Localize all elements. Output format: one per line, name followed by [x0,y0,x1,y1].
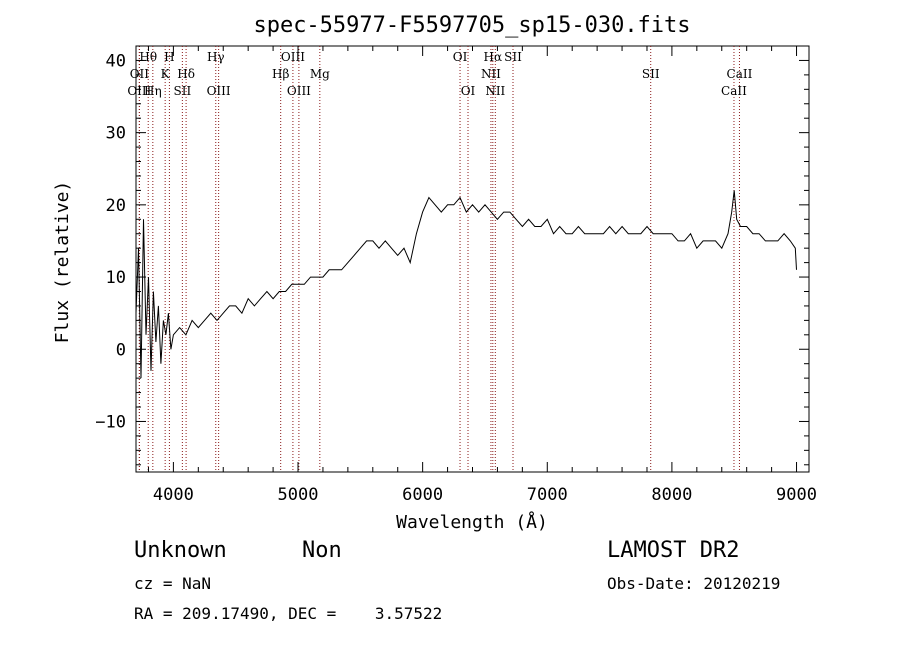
x-tick-label: 9000 [776,485,817,505]
spectral-line-markers [138,46,740,472]
spectral-line-label: H [164,50,174,64]
spectral-line-label: OIII [127,84,151,98]
spectral-line-label: Mg [310,67,330,81]
spectral-line-label: CaII [721,84,747,98]
x-tick-label: 8000 [651,485,692,505]
spectral-line-label: NII [481,67,501,81]
spectral-line-label: OI [453,50,468,64]
spectral-line-label: Hγ [207,50,225,64]
spectral-line-label: NII [485,84,505,98]
x-tick-label: 7000 [527,485,568,505]
spectral-line-label: OIII [287,84,311,98]
x-axis-label: Wavelength (Å) [396,511,548,533]
spectral-line-label: Hη [144,84,162,98]
spectral-line-label: OIII [281,50,305,64]
tick-labels: 4000 5000 6000 7000 8000 9000 −10 0 10 20 30 40 [95,51,817,505]
chart-title: spec-55977-F5597705_sp15-030.fits [253,13,690,38]
y-tick-label: −10 [95,412,126,432]
x-tick-label: 6000 [402,485,443,505]
x-tick-label: 4000 [153,485,194,505]
x-tick-label: 5000 [278,485,319,505]
obs-date-text: Obs-Date: 20120219 [607,574,781,593]
y-tick-label: 0 [116,340,126,360]
plot-frame [135,45,810,473]
spectral-line-label: Hβ [272,67,289,81]
y-tick-label: 40 [106,51,126,71]
axis-ticks [136,45,809,472]
y-axis-label: Flux (relative) [52,181,73,344]
spectral-line-label: CaII [727,67,753,81]
spectral-line-label: Hθ [139,50,157,64]
object-subclass: Non [302,538,342,563]
survey-name: LAMOST DR2 [607,538,740,563]
spectral-line-label: K [161,67,171,81]
spectral-line-label: OI [461,84,476,98]
spectral-line-label: Hα [484,50,503,64]
redshift-text: cz = NaN [134,574,212,593]
spectral-line-label: SII [504,50,522,64]
object-class: Unknown [134,538,227,563]
spectral-line-label: OII [130,67,150,81]
spectral-line-label: SII [174,84,192,98]
y-tick-label: 10 [106,268,126,288]
spectral-line-label: SII [642,67,660,81]
coordinates-text: RA = 209.17490, DEC = 3.57522 [134,604,443,623]
spectral-line-label: Hδ [177,67,195,81]
spectral-line-label: OIII [207,84,231,98]
y-tick-label: 20 [106,196,126,216]
spectrum-series-line [135,190,797,379]
y-tick-label: 30 [106,124,126,144]
